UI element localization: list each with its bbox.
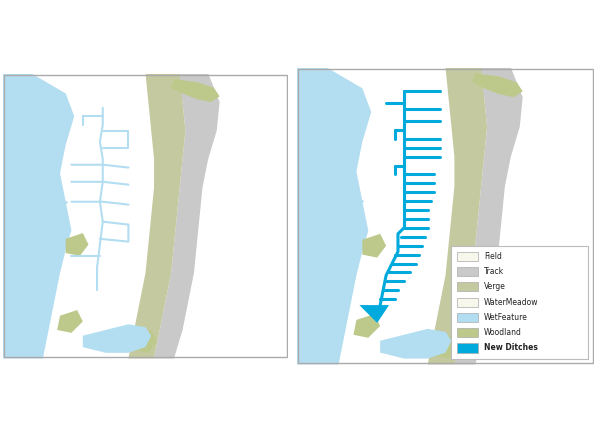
FancyBboxPatch shape [457, 298, 478, 307]
Text: WetFeature: WetFeature [484, 313, 528, 322]
Polygon shape [353, 314, 380, 338]
FancyBboxPatch shape [457, 267, 478, 276]
Polygon shape [434, 335, 457, 359]
Text: New Ditches: New Ditches [484, 343, 538, 353]
Polygon shape [428, 67, 487, 365]
Polygon shape [128, 73, 185, 359]
Polygon shape [171, 79, 220, 102]
FancyBboxPatch shape [451, 246, 588, 359]
Polygon shape [472, 73, 523, 97]
Polygon shape [57, 310, 83, 333]
Polygon shape [66, 233, 89, 256]
Text: WaterMeadow: WaterMeadow [484, 298, 539, 307]
FancyBboxPatch shape [457, 313, 478, 322]
Polygon shape [154, 73, 220, 359]
FancyBboxPatch shape [457, 328, 478, 337]
Polygon shape [297, 67, 371, 365]
Polygon shape [380, 329, 451, 359]
Text: Track: Track [484, 267, 504, 276]
Polygon shape [362, 234, 386, 257]
Text: Woodland: Woodland [484, 328, 522, 337]
Polygon shape [454, 67, 523, 365]
FancyBboxPatch shape [457, 252, 478, 261]
Polygon shape [3, 73, 74, 359]
Polygon shape [134, 330, 157, 353]
FancyBboxPatch shape [457, 343, 478, 353]
Text: Field: Field [484, 252, 502, 261]
Polygon shape [359, 305, 389, 323]
Text: Verge: Verge [484, 283, 506, 291]
FancyBboxPatch shape [457, 282, 478, 292]
Polygon shape [83, 324, 151, 353]
